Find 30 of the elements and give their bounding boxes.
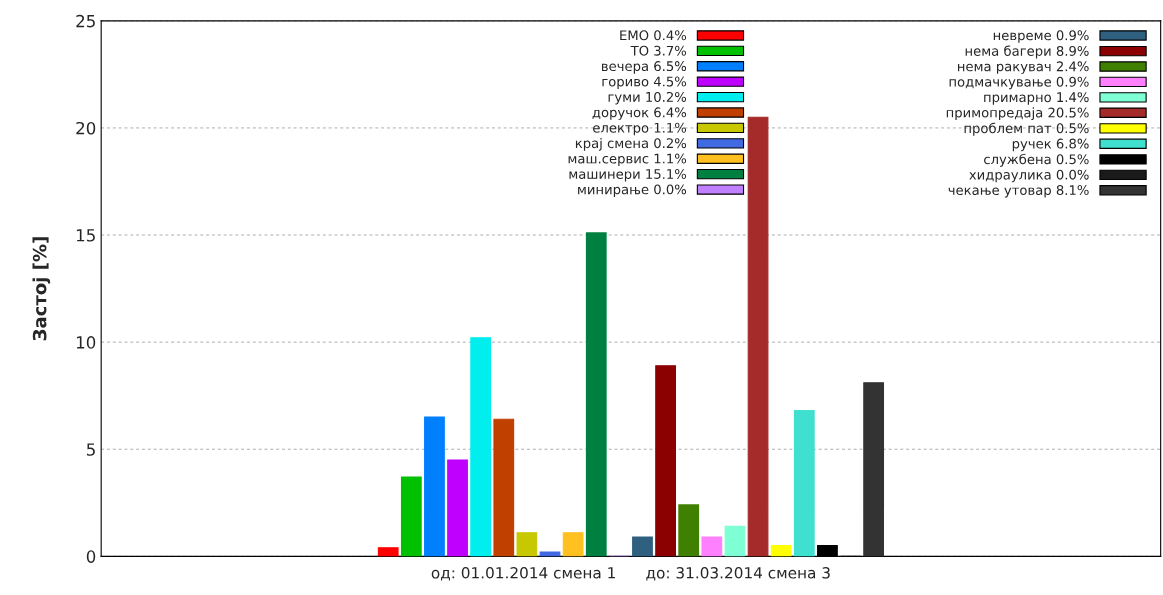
legend-label: крај смена 0.2% (575, 137, 687, 151)
legend-label: хидраулика 0.0% (969, 169, 1089, 183)
y-tick-label: 5 (87, 443, 95, 456)
x-axis-title: од: 01.01.2014 смена 1 до: 31.03.2014 смена 3 (431, 567, 830, 581)
y-tick-label: 15 (76, 229, 95, 242)
y-axis-title: Застој [%] (32, 237, 51, 341)
y-tick-label: 25 (76, 14, 95, 28)
legend-label: гуми 10.2% (608, 91, 687, 105)
legend-label: EMO 0.4% (620, 30, 687, 41)
legend-label: невреме 0.9% (993, 30, 1089, 43)
legend-label: доручок 6.4% (592, 107, 687, 120)
legend-label: подмачкување 0.9% (949, 76, 1089, 90)
y-tick-label: 0 (86, 550, 96, 563)
legend-label: примопредаја 20.5% (946, 107, 1089, 121)
y-tick-label: 20 (76, 121, 96, 135)
legend-label: минирање 0.0% (578, 184, 687, 197)
legend-label: TO 3.7% (630, 45, 687, 56)
legend-label: проблем пат 0.5% (964, 122, 1089, 136)
legend-label: нема ракувач 2.4% (958, 61, 1089, 74)
y-tick-label: 10 (76, 336, 96, 349)
legend-label: нема багери 8.9% (965, 45, 1089, 59)
legend-label: електро 1.1% (593, 122, 687, 136)
legend-label: службена 0.5% (984, 153, 1089, 167)
legend-label: ручек 6.8% (1012, 138, 1089, 152)
legend-label: гориво 4.5% (602, 76, 687, 90)
legend-label: маш.сервис 1.1% (568, 153, 687, 167)
legend-label: машинери 15.1% (569, 168, 687, 182)
legend-label: вечера 6.5% (602, 61, 687, 74)
legend-label: примарно 1.4% (984, 92, 1089, 105)
legend-label: чекање утовар 8.1% (948, 185, 1089, 198)
